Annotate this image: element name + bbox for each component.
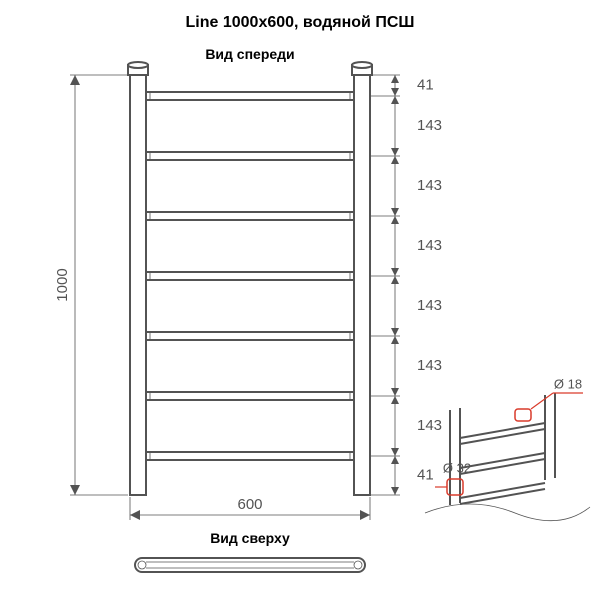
svg-text:41: 41 — [417, 76, 434, 93]
svg-text:143: 143 — [417, 297, 442, 314]
svg-text:143: 143 — [417, 177, 442, 194]
svg-text:143: 143 — [417, 117, 442, 134]
technical-drawing: 1000 600 41 143 143 143 143 143 143 41 Ø 18 Ø 32 — [0, 0, 600, 600]
svg-text:143: 143 — [417, 417, 442, 434]
diameter-pipe-label: Ø 32 — [443, 460, 471, 475]
svg-text:143: 143 — [417, 357, 442, 374]
diameter-bar-label: Ø 18 — [554, 376, 582, 391]
svg-text:41: 41 — [417, 466, 434, 483]
svg-text:1000: 1000 — [54, 268, 71, 301]
svg-text:600: 600 — [237, 496, 262, 513]
svg-text:143: 143 — [417, 237, 442, 254]
